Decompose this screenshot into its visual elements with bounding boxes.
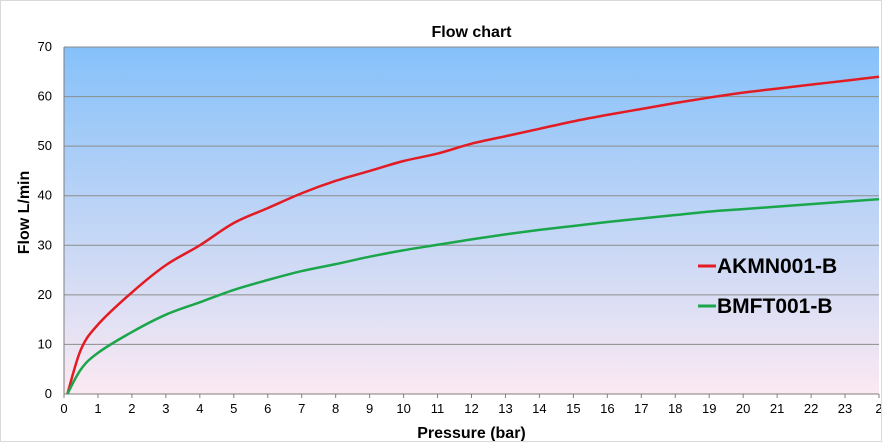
x-tick-label: 10 [396, 401, 410, 416]
plot-area [64, 47, 879, 394]
x-tick-label: 13 [498, 401, 512, 416]
y-tick-label: 20 [38, 287, 52, 302]
x-tick-label: 14 [532, 401, 546, 416]
series-line-akmn001-b [66, 75, 880, 395]
x-tick-label: 5 [230, 401, 237, 416]
legend-label-akmn001-b: AKMN001-B [717, 255, 837, 278]
y-tick-label: 40 [38, 188, 52, 203]
x-tick-label: 23 [838, 401, 852, 416]
x-tick-label: 9 [366, 401, 373, 416]
x-tick-label: 19 [702, 401, 716, 416]
x-tick-label: 0 [60, 401, 67, 416]
x-axis-title: Pressure (bar) [417, 425, 526, 441]
x-tick-label: 21 [770, 401, 784, 416]
y-tick-label: 70 [38, 39, 52, 54]
x-tick-label: 4 [196, 401, 203, 416]
y-tick-label: 30 [38, 237, 52, 252]
x-tick-label: 16 [600, 401, 614, 416]
x-tick-label: 6 [264, 401, 271, 416]
x-tick-label: 7 [298, 401, 305, 416]
y-tick-label: 10 [38, 336, 52, 351]
x-tick-label: 2 [875, 401, 881, 416]
y-tick-label: 50 [38, 138, 52, 153]
x-tick-label: 1 [94, 401, 101, 416]
x-tick-label: 22 [804, 401, 818, 416]
x-tick-label: 11 [431, 401, 445, 416]
chart-title: Flow chart [431, 24, 512, 41]
x-tick-label: 18 [668, 401, 682, 416]
y-tick-label: 60 [38, 89, 52, 104]
y-tick-label: 0 [45, 386, 52, 401]
x-tick-label: 20 [736, 401, 750, 416]
x-tick-label: 12 [464, 401, 478, 416]
x-tick-label: 8 [332, 401, 339, 416]
y-axis-title: Flow L/min [16, 171, 33, 255]
series-line-bmft001-b [66, 197, 880, 395]
legend: AKMN001-B BMFT001-B [698, 255, 837, 318]
legend-label-bmft001-b: BMFT001-B [717, 295, 833, 318]
series-lines [66, 75, 880, 395]
x-tick-label: 17 [634, 401, 648, 416]
x-tick-label: 2 [128, 401, 135, 416]
x-tick-label: 15 [566, 401, 580, 416]
x-tick-label: 3 [162, 401, 169, 416]
